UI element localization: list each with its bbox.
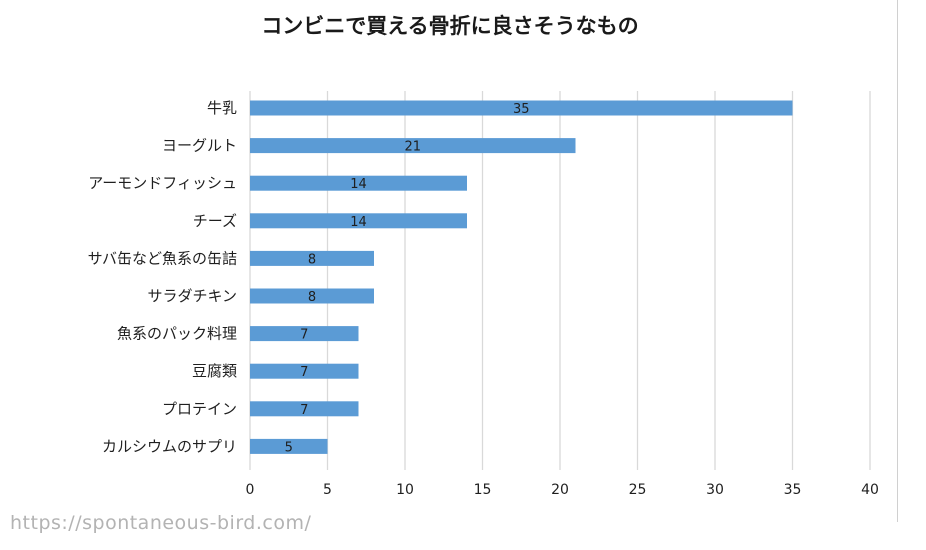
- x-tick-label: 20: [551, 482, 569, 498]
- category-label: プロテイン: [162, 400, 237, 418]
- x-tick-label: 5: [323, 482, 332, 498]
- x-tick-label: 40: [861, 482, 879, 498]
- data-label: 8: [308, 252, 316, 267]
- category-label: 魚系のパック料理: [117, 325, 237, 343]
- category-label: カルシウムのサプリ: [102, 437, 237, 455]
- category-label: アーモンドフィッシュ: [88, 174, 237, 192]
- bar: [250, 288, 374, 304]
- x-tick-label: 15: [474, 482, 492, 498]
- x-tick-label: 30: [706, 482, 724, 498]
- category-label: 牛乳: [207, 99, 237, 117]
- x-tick-label: 0: [246, 482, 255, 498]
- category-label: チーズ: [193, 212, 237, 230]
- data-label: 21: [404, 140, 421, 155]
- data-label: 5: [285, 440, 293, 455]
- data-label: 14: [350, 177, 367, 192]
- bar: [250, 438, 328, 454]
- data-label: 7: [300, 328, 308, 343]
- bar: [250, 175, 467, 191]
- bar: [250, 138, 576, 154]
- chart-title: コンビニで買える骨折に良さそうなもの: [261, 14, 639, 38]
- bar: [250, 363, 359, 379]
- x-tick-label: 35: [784, 482, 802, 498]
- bar: [250, 250, 374, 266]
- bar: [250, 401, 359, 417]
- bar: [250, 100, 793, 116]
- data-label: 8: [308, 290, 316, 305]
- x-tick-label: 10: [396, 482, 414, 498]
- category-label: サバ缶など魚系の缶詰: [88, 249, 237, 267]
- data-label: 35: [513, 102, 530, 117]
- category-label: 豆腐類: [192, 362, 237, 380]
- category-label: ヨーグルト: [162, 137, 237, 155]
- frame-border: [897, 0, 898, 522]
- bar: [250, 213, 467, 229]
- data-label: 7: [300, 403, 308, 418]
- bar: [250, 326, 359, 342]
- category-label: サラダチキン: [147, 287, 237, 305]
- data-label: 14: [350, 215, 367, 230]
- x-tick-label: 25: [629, 482, 647, 498]
- data-label: 7: [300, 365, 308, 380]
- site-watermark: https://spontaneous-bird.com/: [10, 512, 312, 534]
